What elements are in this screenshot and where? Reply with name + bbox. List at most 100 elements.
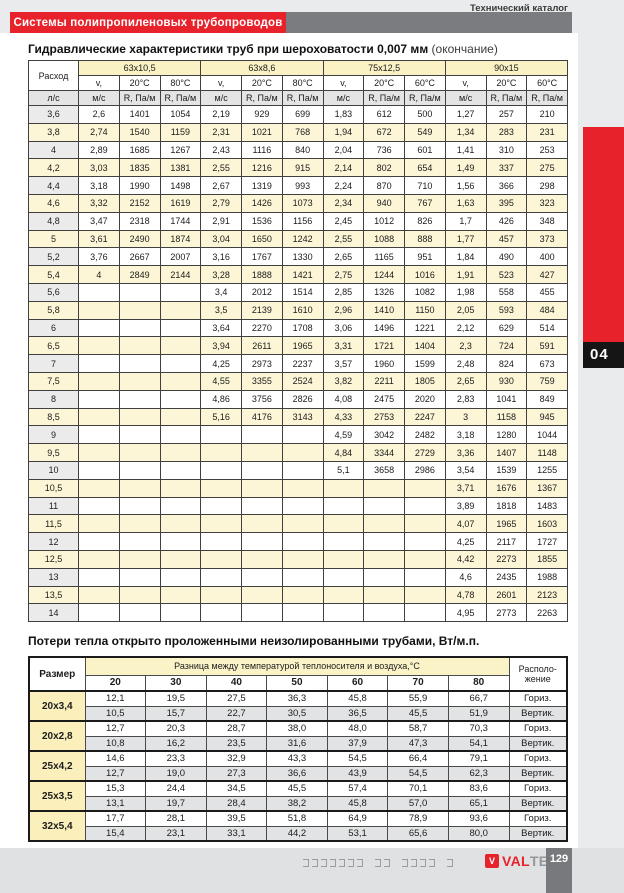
table2-location-value: Гориз. xyxy=(508,810,568,827)
table1-cell: 2611 xyxy=(241,336,283,356)
table1-temp-header-row: v, 20°С 80°С v, 20°С 80°С v, 20°С 60°С v, 20°С 60°С xyxy=(29,75,568,91)
table1-cell xyxy=(200,478,242,498)
table1-cell: 1041 xyxy=(485,389,528,409)
table1-flow-value: 5,6 xyxy=(28,282,79,302)
table1-cell: 826 xyxy=(404,211,446,231)
table2-size-value: 32x5,4 xyxy=(28,810,86,842)
table1-cell: 824 xyxy=(485,354,528,373)
table1-units-row: л/с м/с R, Па/м R, Па/м м/с R, Па/м R, Па/м м/с… xyxy=(28,90,568,106)
table2-temp-value-header: 70 xyxy=(387,674,449,692)
table1-cell xyxy=(404,514,446,534)
table2-temp-value-header: 50 xyxy=(266,674,328,692)
table1-cell: 1088 xyxy=(363,229,405,249)
table1-temp-header: 80°С xyxy=(159,75,202,91)
table1-cell: 1650 xyxy=(241,229,283,249)
table1-cell xyxy=(78,282,120,302)
table2-temp-value-header: 30 xyxy=(145,674,207,692)
table1-cell: 4,86 xyxy=(200,389,242,409)
table1-cell xyxy=(159,443,202,462)
table2-cell: 65,6 xyxy=(387,825,449,842)
table1-cell: 1,98 xyxy=(444,282,487,302)
table1-cell xyxy=(118,336,161,356)
table1-cell xyxy=(118,549,161,569)
table1-cell xyxy=(118,443,161,462)
table1-cell: 1221 xyxy=(404,318,446,338)
table1-flow-value: 7 xyxy=(28,354,79,373)
table1-cell: 3143 xyxy=(281,407,324,427)
table2-cell: 19,7 xyxy=(145,795,207,812)
table1-cell: 593 xyxy=(485,300,528,320)
table1-cell xyxy=(404,496,446,516)
table1-cell: 484 xyxy=(526,300,568,320)
table1-cell xyxy=(159,460,202,480)
table1-flow-value: 14 xyxy=(28,603,79,623)
table1-flow-value: 6,5 xyxy=(28,336,79,356)
table1-cell xyxy=(281,567,324,587)
table1-pipe-size-header: 75x12,5 xyxy=(322,60,446,76)
table2-cell: 57,4 xyxy=(326,780,389,797)
table1-cell: 1,63 xyxy=(444,193,487,213)
table2-cell: 36,3 xyxy=(266,690,328,707)
table2-cell: 45,8 xyxy=(326,795,389,812)
table2-cell: 38,2 xyxy=(266,795,328,812)
table1-cell xyxy=(404,603,446,623)
table1-resistance-unit: R, Па/м xyxy=(241,90,283,106)
table1-cell: 2435 xyxy=(485,567,528,587)
table1-cell: 1965 xyxy=(485,514,528,534)
table1-cell: 1082 xyxy=(404,282,446,302)
table1-cell xyxy=(78,318,120,338)
table2-location-value: Вертик. xyxy=(508,825,568,842)
table1-cell: 366 xyxy=(485,176,528,195)
table1-cell: 2601 xyxy=(485,585,528,605)
table1-cell: 1,56 xyxy=(444,176,487,195)
table1-cell: 1116 xyxy=(241,140,283,160)
table1-cell xyxy=(159,514,202,534)
table1-cell: 4,55 xyxy=(200,371,242,391)
table1-cell xyxy=(363,585,405,605)
table1-cell: 3355 xyxy=(241,371,283,391)
table1-cell: 310 xyxy=(485,140,528,160)
table1-cell xyxy=(78,603,120,623)
table1-cell: 3 xyxy=(444,407,487,427)
table1-cell: 2117 xyxy=(485,532,528,551)
table2-cell: 43,9 xyxy=(326,765,389,782)
table2-cell: 23,3 xyxy=(145,750,207,767)
table1-cell xyxy=(118,603,161,623)
table1-cell xyxy=(118,354,161,373)
table1-cell xyxy=(200,514,242,534)
table1-cell xyxy=(159,318,202,338)
table2-temp-value-header: 20 xyxy=(84,674,147,692)
table1-row: 13 4,6 2435 1988 xyxy=(28,567,568,587)
page-footer: V VAL TEC xyxy=(0,848,624,893)
table2-cell: 51,8 xyxy=(266,810,328,827)
table1-row: 10 5,1 3658 2986 3,54 1539 1255 xyxy=(28,460,568,480)
table1-cell: 1540 xyxy=(118,122,161,142)
table1-cell: 3,89 xyxy=(444,496,487,516)
table1-cell xyxy=(118,389,161,409)
table1-cell: 4,78 xyxy=(444,585,487,605)
table1-flow-value: 8 xyxy=(28,389,79,409)
table1-cell: 2,6 xyxy=(78,105,120,124)
table1-cell xyxy=(281,532,324,551)
footer-glyph xyxy=(447,859,453,867)
table2-cell: 32,9 xyxy=(205,750,268,767)
table1-cell: 930 xyxy=(485,371,528,391)
table2-cell: 93,6 xyxy=(447,810,510,827)
footer-glyph xyxy=(321,859,327,867)
table1-cell xyxy=(78,478,120,498)
page-number: 129 xyxy=(546,848,572,893)
table1-cell: 849 xyxy=(526,389,568,409)
table1-cell: 4,07 xyxy=(444,514,487,534)
table1-cell: 2524 xyxy=(281,371,324,391)
table2-cell: 55,9 xyxy=(387,690,449,707)
table1-cell: 1016 xyxy=(404,265,446,284)
table2-cell: 14,6 xyxy=(84,750,147,767)
table1-velocity-unit: м/с xyxy=(322,90,365,106)
table1-row: 5,4 4 2849 2144 3,28 1888 1421 2,75 1244 1016 1,91… xyxy=(28,265,568,284)
table1-cell: 1216 xyxy=(241,158,283,178)
table1-cell xyxy=(322,532,365,551)
footer-glyph xyxy=(339,859,345,867)
table1-pipe-size-header: 63x8,6 xyxy=(200,60,324,76)
table1-flow-value: 4,8 xyxy=(28,211,79,231)
table1-cell: 2123 xyxy=(526,585,568,605)
